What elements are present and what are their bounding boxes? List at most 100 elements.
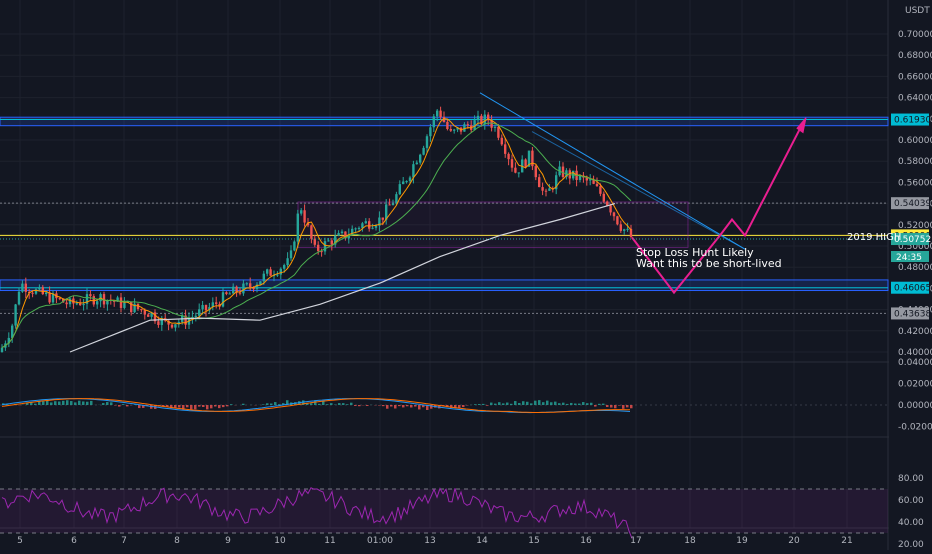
macd-histogram-bar — [214, 405, 217, 406]
candle-body — [195, 316, 197, 317]
candle-body — [65, 303, 67, 305]
candle-body — [609, 205, 611, 212]
macd-histogram-bar — [106, 402, 109, 405]
macd-histogram-bar — [574, 404, 577, 405]
candle-body — [171, 325, 173, 328]
macd-histogram-bar — [74, 402, 77, 405]
candle-body — [42, 287, 44, 294]
candle-body — [395, 194, 397, 203]
candle-body — [392, 204, 394, 205]
candle-body — [599, 186, 601, 194]
candle-body — [130, 302, 132, 313]
macd-histogram-bar — [318, 404, 321, 405]
candle-body — [494, 127, 496, 128]
candle-body — [419, 155, 421, 163]
candle-body — [263, 274, 265, 282]
macd-histogram-bar — [402, 405, 405, 407]
macd-histogram-bar — [538, 400, 541, 405]
price-level-badge-label: 0.54039 — [894, 199, 931, 209]
macd-tick-label: 0.04000 — [898, 358, 932, 368]
candle-body — [433, 116, 435, 127]
candle-body — [399, 184, 401, 194]
time-tick-label: 10 — [274, 536, 286, 546]
candle-body — [365, 221, 367, 223]
time-tick-label: 8 — [174, 536, 180, 546]
macd-histogram-bar — [102, 403, 105, 405]
macd-histogram-bar — [486, 405, 489, 406]
macd-histogram-bar — [418, 405, 421, 409]
macd-histogram-bar — [78, 401, 81, 405]
candle-body — [371, 228, 373, 229]
macd-histogram-bar — [262, 404, 265, 405]
macd-histogram-bar — [210, 405, 213, 408]
macd-histogram-bar — [110, 402, 113, 405]
candle-body — [59, 298, 61, 299]
macd-histogram-bar — [186, 405, 189, 407]
macd-histogram-bar — [354, 405, 357, 406]
candle-body — [375, 226, 377, 228]
rsi-panel — [0, 488, 888, 539]
macd-histogram-bar — [34, 404, 37, 405]
candle-body — [201, 305, 203, 309]
macd-histogram-bar — [482, 404, 485, 405]
candle-body — [31, 293, 33, 294]
candle-body — [79, 303, 81, 305]
candle-body — [514, 168, 516, 173]
macd-histogram-bar — [614, 405, 617, 408]
candle-body — [538, 177, 540, 187]
time-tick-label: 16 — [580, 536, 592, 546]
macd-histogram-bar — [62, 401, 65, 405]
candle-body — [290, 250, 292, 258]
macd-histogram-bar — [570, 403, 573, 405]
price-level-badge-label: 0.46065 — [894, 284, 931, 294]
hline-label: 2019 HIGH — [847, 232, 901, 243]
candle-body — [596, 184, 598, 186]
macd-histogram-bar — [606, 405, 609, 407]
macd-histogram-bar — [610, 405, 613, 408]
candle-body — [18, 292, 20, 305]
rsi-band — [0, 489, 888, 533]
candle-body — [205, 305, 207, 310]
macd-histogram-bar — [138, 405, 141, 408]
macd-histogram-bar — [54, 401, 57, 405]
macd-histogram-bar — [566, 404, 569, 405]
time-tick-label: 15 — [528, 536, 539, 546]
macd-histogram-bar — [358, 405, 361, 406]
candle-body — [402, 182, 404, 185]
candle-body — [222, 292, 224, 306]
macd-histogram-bar — [310, 403, 313, 405]
macd-histogram-bar — [66, 400, 69, 405]
candle-body — [232, 287, 234, 294]
candle-body — [518, 172, 520, 173]
candle-body — [69, 299, 71, 305]
macd-histogram-bar — [626, 405, 629, 407]
candle-body — [341, 232, 343, 234]
candle-body — [545, 191, 547, 192]
candle-body — [174, 324, 176, 327]
candle-body — [310, 225, 312, 238]
price-tick-label: 0.60000 — [898, 136, 932, 146]
time-tick-label: 6 — [71, 536, 77, 546]
macd-histogram-bar — [546, 401, 549, 405]
candle-body — [422, 148, 424, 155]
macd-histogram-bar — [70, 401, 73, 405]
price-tick-label: 0.58000 — [898, 157, 932, 167]
macd-histogram-bar — [502, 403, 505, 405]
price-tick-label: 0.40000 — [898, 348, 932, 358]
candle-body — [82, 304, 84, 305]
macd-histogram-bar — [42, 401, 45, 405]
price-tick-label: 0.68000 — [898, 51, 932, 61]
candle-body — [303, 210, 305, 222]
macd-histogram-bar — [558, 403, 561, 405]
candle-body — [21, 284, 23, 292]
candle-body — [354, 228, 356, 229]
candle-body — [1, 348, 3, 352]
macd-histogram-bar — [90, 401, 93, 405]
candle-body — [477, 116, 479, 120]
rsi-tick-label: 40.00 — [898, 518, 924, 528]
candle-body — [548, 188, 550, 190]
macd-histogram-bar — [230, 404, 233, 405]
candle-body — [436, 111, 438, 117]
macd-histogram-bar — [534, 401, 537, 405]
